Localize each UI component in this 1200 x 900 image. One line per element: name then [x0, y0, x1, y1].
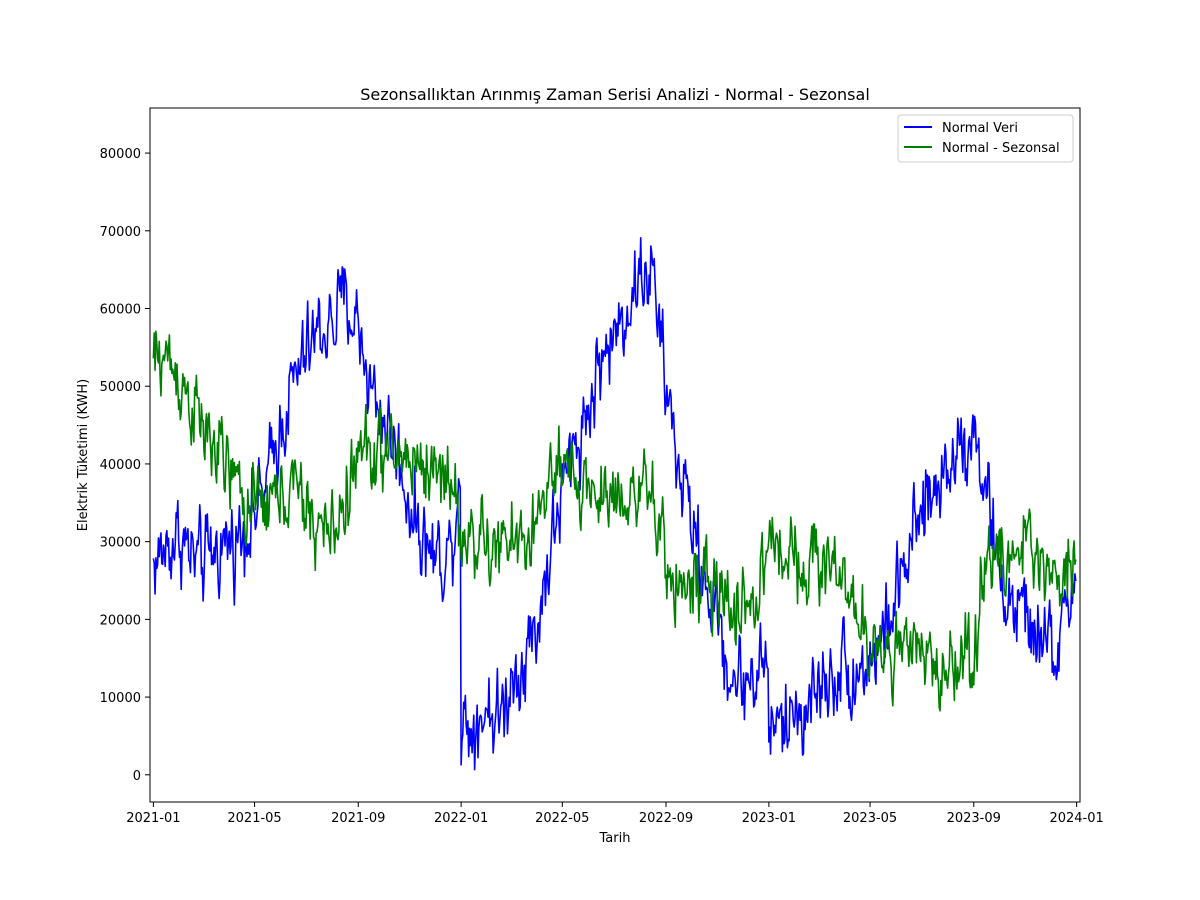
legend-label-normal-sezonsal: Normal - Sezonsal: [942, 141, 1060, 156]
legend-box: [897, 114, 1074, 163]
chart-title: Sezonsallıktan Arınmış Zaman Serisi Anal…: [360, 85, 870, 104]
y-axis-label: Elektrik Tüketimi (KWH): [76, 379, 91, 531]
x-tick-label: 2022-05: [535, 811, 589, 826]
plot-area: [152, 237, 1077, 771]
y-tick-label: 30000: [100, 536, 141, 551]
x-tick-label: 2023-01: [742, 811, 796, 826]
x-axis-label: Tarih: [599, 831, 631, 846]
x-tick-label: 2021-01: [126, 811, 180, 826]
x-tick-label: 2024-01: [1049, 811, 1103, 826]
x-tick-label: 2021-09: [331, 811, 385, 826]
y-tick-label: 0: [133, 769, 141, 784]
x-tick-label: 2022-09: [639, 811, 693, 826]
y-tick-label: 60000: [100, 303, 141, 318]
legend-label-normal-veri: Normal Veri: [942, 121, 1018, 136]
x-tick-label: 2021-05: [227, 811, 281, 826]
y-tick-label: 80000: [100, 147, 141, 162]
y-tick-label: 70000: [100, 225, 141, 240]
x-tick-label: 2023-09: [947, 811, 1001, 826]
y-tick-label: 40000: [100, 458, 141, 473]
y-tick-label: 20000: [100, 613, 141, 628]
x-tick-label: 2023-05: [843, 811, 897, 826]
series-line-normal-veri: [152, 237, 1077, 771]
x-tick-label: 2022-01: [434, 811, 488, 826]
y-tick-label: 50000: [100, 380, 141, 395]
series-line-normal-sezonsal: [152, 330, 1077, 712]
y-tick-label: 10000: [100, 691, 141, 706]
legend: Normal Veri Normal - Sezonsal: [897, 114, 1074, 163]
plot-frame: [149, 107, 1081, 803]
axes: 2021-01 2021-05 2021-09 2022-01 2022-05 2022-…: [100, 147, 1104, 826]
